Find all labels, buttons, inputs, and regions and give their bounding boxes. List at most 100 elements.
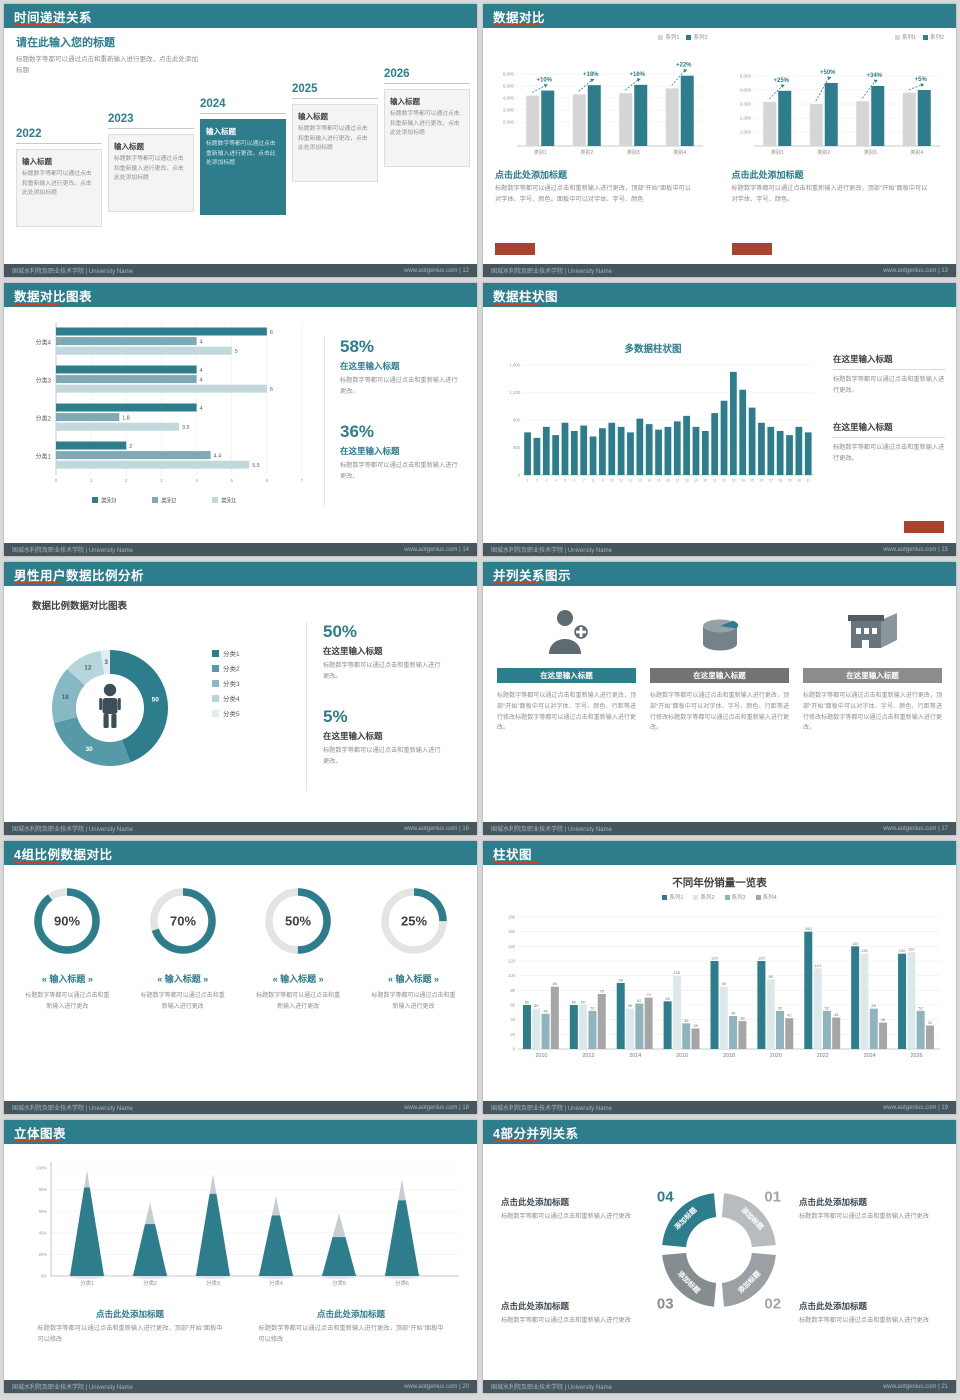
x-tick-label: 2016 — [676, 1053, 688, 1059]
slide-header: 数据柱状图 — [483, 283, 956, 307]
segment-number: 03 — [657, 1296, 674, 1313]
icon-box — [650, 598, 789, 664]
bar — [663, 1001, 672, 1049]
slide-header: 数据对比 — [483, 4, 956, 28]
footer-page: www.aotgenius.com | 18 — [404, 1104, 469, 1111]
icon-arm — [99, 698, 103, 710]
footer-org: 国城水利院及职业技术学院 | University Name — [12, 1106, 133, 1112]
item-title-bar: 在这里输入标题 — [650, 668, 789, 683]
bar — [644, 997, 653, 1049]
building-roof — [847, 615, 884, 621]
footer-org: 国城水利院及职业技术学院 | University Name — [12, 269, 133, 275]
action-button[interactable] — [731, 243, 772, 255]
slide-content: 添加标题 01 添加标题 02 添加标题 03 添加标题 04 点击此处添加标题 标题数字等都可以… — [483, 1144, 956, 1380]
footer-org: 国城水利院及职业技术学院 | University Name — [491, 1106, 612, 1112]
stat-percent: 5% — [323, 706, 348, 726]
timeline-item: 2024 输入标题 标题数字等都可以通过点击重新输入进行更改，点击此处添加标题 — [200, 98, 286, 215]
segment-number: 01 — [764, 1188, 781, 1205]
ring-title: « 输入标题 » — [41, 974, 93, 984]
icon-box — [803, 598, 942, 664]
x-tick-label: 7 — [301, 478, 304, 483]
stats-column: 58% 在这里输入标题 标题数字等都可以通过点击和重新输入进行更改。 36% 在这里输入… — [324, 337, 470, 507]
slide-content: 90% « 输入标题 » 标题数字等都可以通过点击和重新输入进行更改 70% « 输入标… — [4, 865, 477, 1101]
slice-value-label: 12 — [84, 665, 92, 672]
stat-body: 标题数字等都可以通过点击和重新输入进行更改。 — [323, 746, 441, 765]
bar-series1 — [809, 104, 823, 146]
ring-percent: 90% — [54, 914, 80, 929]
slide-title: 时间递进关系 — [14, 10, 93, 25]
slide-footer: 国城水利院及职业技术学院 | University Name www.aotge… — [4, 822, 477, 835]
action-button[interactable] — [495, 243, 535, 255]
timeline-box-title: 输入标题 — [114, 142, 144, 151]
icon-arm — [117, 698, 121, 710]
growth-arrow — [861, 80, 876, 99]
comparison-panel: 系列1 系列2 2,000 3,000 4,000 5,000 6,000 +10% 类别1 +1… — [483, 28, 720, 264]
donut-slice — [110, 650, 168, 763]
growth-arrow-head — [826, 76, 831, 80]
x-tick-label: 分类5 — [332, 1279, 346, 1287]
y-tick-label: 20 — [510, 1032, 515, 1037]
slide-footer: 国城水利院及职业技术学院 | University Name www.aotge… — [483, 1380, 956, 1393]
item-body: 标题数字等都可以通过点击和重新输入进行更改，顶部“开始”面板中可以对字体、字号、… — [803, 693, 942, 732]
bar-value-label: 100 — [674, 970, 681, 975]
slide-3d-chart: 立体图表 0% 20% 40% 60% 80% 100% 分类1 分类2 分类3 分类4 分类5 分类… — [4, 1120, 477, 1393]
growth-label: +50% — [819, 70, 835, 76]
bar-value-label: 28 — [693, 1023, 698, 1028]
bar-value-label: 62 — [637, 998, 642, 1003]
footer-page: www.aotgenius.com | 12 — [404, 267, 469, 274]
stat-title: 在这里输入标题 — [323, 646, 383, 656]
x-tick-label: 3 — [160, 478, 163, 483]
legend-label: 分类1 — [223, 651, 240, 658]
bar — [851, 946, 860, 1049]
bar-series2 — [824, 83, 838, 146]
x-tick-label: 2022 — [817, 1053, 829, 1059]
bar — [636, 418, 644, 475]
bar-value-label: 65 — [665, 996, 670, 1001]
title-underline-accent — [493, 24, 539, 26]
slide-footer: 国城水利院及职业技术学院 | University Name www.aotge… — [483, 264, 956, 277]
title-underline-accent — [493, 861, 539, 863]
ratio-item: 25% « 输入标题 » 标题数字等都可以通过点击和重新输入进行更改 — [362, 883, 466, 1013]
y-category-label: 分类1 — [36, 453, 52, 461]
cone-fill — [133, 1224, 167, 1276]
action-button[interactable] — [904, 521, 944, 533]
slide-title: 数据柱状图 — [493, 289, 559, 304]
footer-page: www.aotgenius.com | 15 — [883, 546, 948, 553]
growth-label: +16% — [629, 72, 645, 78]
building-icon — [847, 613, 897, 648]
footer-org: 国城水利院及职业技术学院 | University Name — [491, 1385, 612, 1391]
x-tick-label: 类别4 — [910, 149, 923, 156]
text-block: 在这里输入标题 标题数字等都可以通过点击和重新输入进行更改。 — [833, 421, 945, 465]
title-underline-accent — [493, 1140, 539, 1142]
x-tick-label: 2012 — [582, 1053, 594, 1059]
growth-arrow-head — [636, 78, 641, 82]
ring-percent: 25% — [401, 914, 427, 929]
bar-series2 — [587, 85, 601, 146]
legend-label: 类别3 — [101, 497, 117, 505]
legend-swatch — [212, 694, 219, 702]
bar — [730, 371, 737, 475]
y-tick-label: 0 — [513, 1047, 516, 1052]
bar — [795, 426, 803, 475]
timeline-box: 输入标题 标题数字等都可以通过点击和重新输入进行更改。点击此处添加标题 — [108, 134, 194, 212]
y-tick-label: 3,000 — [503, 108, 515, 113]
legend-item: 分类5 — [212, 708, 240, 718]
legend-label: 类别1 — [221, 497, 237, 505]
bar-value-label: 6 — [270, 387, 273, 393]
slide-comparison-chart: 数据对比图表 0 1 2 3 4 5 6 7 6 4 5 分类4 4 4 6 分类3 4 1.8 3.5 分类2 2 4.… — [4, 283, 477, 556]
slide-content: 请在此输入您的标题 标题数字等都可以通过点击和重新输入进行更改，点击此处添加标题 2… — [4, 28, 477, 264]
panel-title: 点击此处添加标题 — [731, 170, 804, 180]
bar-value-label: 43 — [834, 1012, 839, 1017]
ring-body: 标题数字等都可以通过点击和重新输入进行更改 — [256, 993, 341, 1010]
y-tick-label: 40% — [39, 1230, 48, 1235]
footer-page: www.aotgenius.com | 13 — [883, 267, 948, 274]
block-body: 标题数字等都可以通过点击和重新输入进行更改，顶部“开始”面板中可以修改 — [37, 1325, 223, 1343]
bar — [683, 415, 690, 475]
bar — [711, 413, 719, 475]
bar — [56, 337, 197, 346]
x-tick-label: 3 — [545, 479, 547, 483]
legend-item: 分类3 — [212, 678, 240, 688]
stat-block: 36% 在这里输入标题 标题数字等都可以通过点击和重新输入进行更改。 — [340, 422, 470, 483]
bar — [719, 986, 728, 1049]
